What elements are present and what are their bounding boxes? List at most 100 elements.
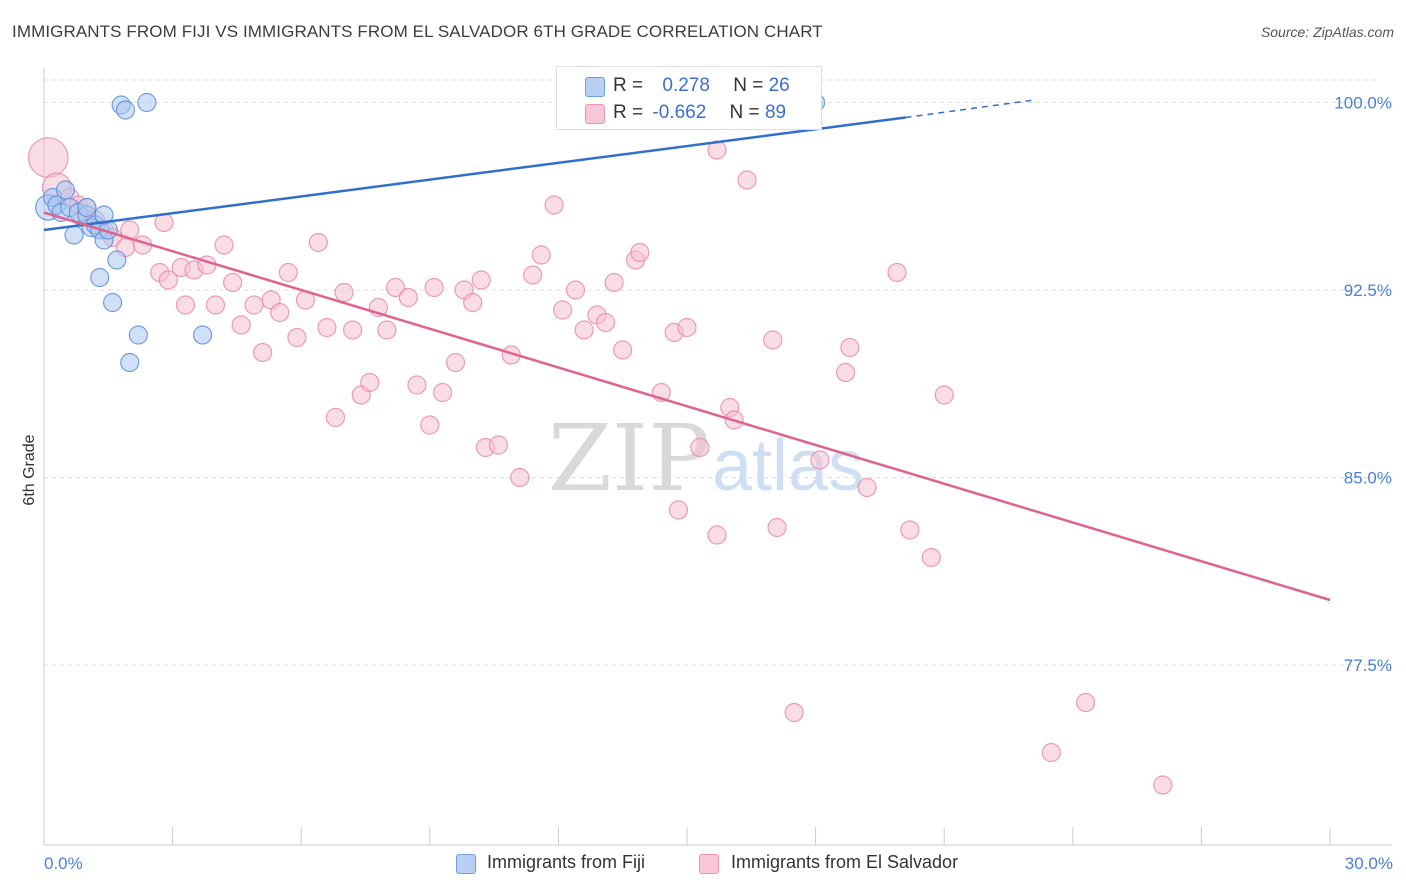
- elsalvador-point: [407, 375, 427, 395]
- fiji-point: [120, 352, 140, 373]
- fiji-point: [102, 292, 123, 313]
- elsalvador-point: [317, 317, 337, 338]
- elsalvador-point: [810, 450, 830, 470]
- fiji-swatch: [585, 77, 605, 97]
- grid-lines: [44, 79, 1380, 666]
- elsalvador-point: [223, 272, 243, 293]
- elsalvador-point: [784, 702, 804, 723]
- trend-lines: [43, 99, 1331, 602]
- bottom-legend-elsalvador: Immigrants from El Salvador: [731, 852, 959, 872]
- watermark: ZIP atlas: [548, 405, 864, 512]
- elsalvador-point: [270, 302, 290, 323]
- bottom-fiji-swatch: [456, 854, 476, 874]
- elsalvador-swatch: [585, 104, 605, 124]
- elsalvador-n-label: N =: [729, 102, 760, 123]
- fiji-trend-line: [43, 116, 906, 232]
- y-tick-labels: 77.5% 85.0% 92.5% 100.0%: [1334, 94, 1392, 676]
- y-tick-label: 85.0%: [1344, 469, 1392, 488]
- fiji-point: [55, 180, 76, 200]
- elsalvador-point: [630, 242, 650, 263]
- fiji-point: [94, 205, 114, 225]
- source-label: Source: ZipAtlas.com: [1260, 24, 1394, 40]
- elsalvador-point: [836, 362, 856, 383]
- elsalvador-point: [445, 352, 466, 373]
- x-tick-label-end: 30.0%: [1345, 854, 1393, 873]
- elsalvador-point: [668, 500, 689, 520]
- elsalvador-point: [308, 232, 328, 253]
- elsalvador-point: [244, 295, 264, 315]
- elsalvador-point: [278, 262, 298, 283]
- fiji-point: [193, 325, 213, 345]
- fiji-point: [64, 225, 84, 245]
- elsalvador-point: [471, 270, 491, 290]
- fiji-stats: R = 0.278 N = 26: [613, 75, 790, 97]
- fiji-n-label: N =: [733, 75, 764, 96]
- chart-title: IMMIGRANTS FROM FIJI VS IMMIGRANTS FROM …: [12, 22, 823, 41]
- fiji-point: [137, 92, 157, 113]
- elsalvador-point: [1041, 742, 1061, 763]
- elsalvador-point: [325, 407, 346, 428]
- elsalvador-point: [523, 265, 543, 285]
- y-tick-label: 77.5%: [1344, 656, 1392, 675]
- bottom-elsalvador-swatch: [699, 854, 719, 874]
- elsalvador-point: [900, 520, 920, 540]
- elsalvador-point: [463, 292, 483, 313]
- elsalvador-point: [690, 437, 710, 458]
- elsalvador-point: [488, 435, 508, 455]
- elsalvador-point: [921, 547, 941, 568]
- elsalvador-point: [205, 295, 226, 315]
- elsalvador-point: [857, 477, 877, 498]
- elsalvador-point: [677, 317, 697, 338]
- bottom-legend-fiji: Immigrants from Fiji: [487, 852, 646, 872]
- fiji-r-label: R =: [613, 75, 644, 96]
- elsalvador-point: [1076, 692, 1096, 713]
- y-tick-label: 92.5%: [1344, 281, 1392, 300]
- elsalvador-r-label: R =: [613, 102, 644, 123]
- elsalvador-point: [553, 300, 573, 320]
- elsalvador-point: [231, 315, 251, 335]
- elsalvador-point: [420, 415, 440, 435]
- elsalvador-point: [707, 525, 727, 545]
- elsalvador-point: [840, 337, 860, 358]
- elsalvador-point: [433, 382, 453, 403]
- elsalvador-point: [531, 245, 551, 265]
- elsalvador-point: [613, 340, 633, 360]
- elsalvador-point: [604, 272, 624, 293]
- elsalvador-point: [377, 320, 397, 340]
- elsalvador-point: [510, 467, 530, 488]
- y-tick-label: 100.0%: [1334, 94, 1392, 113]
- x-tick-labels: 0.0% 30.0%: [44, 854, 1393, 873]
- elsalvador-point: [595, 312, 616, 333]
- elsalvador-point: [1153, 775, 1173, 795]
- elsalvador-point: [934, 385, 954, 405]
- elsalvador-point: [424, 277, 444, 298]
- elsalvador-point: [385, 277, 406, 298]
- watermark-atlas: atlas: [712, 426, 864, 506]
- elsalvador-point: [214, 235, 234, 255]
- fiji-point: [128, 325, 148, 345]
- elsalvador-point: [334, 282, 354, 303]
- elsalvador-point: [343, 320, 363, 340]
- fiji-n-value: 26: [768, 75, 790, 96]
- elsalvador-point: [158, 270, 178, 290]
- elsalvador-point: [737, 170, 757, 190]
- elsalvador-r-value: -0.662: [652, 102, 707, 123]
- elsalvador-point: [360, 372, 380, 393]
- stats-legend: R = 0.278 N = 26 R = -0.662 N = 89: [556, 66, 822, 130]
- elsalvador-point: [767, 517, 787, 538]
- elsalvador-point: [398, 287, 418, 308]
- fiji-r-value: 0.278: [662, 75, 710, 96]
- elsalvador-stats: R = -0.662 N = 89: [613, 102, 786, 124]
- fiji-point: [77, 197, 97, 218]
- elsalvador-point: [253, 342, 273, 363]
- elsalvador-point: [175, 295, 196, 315]
- elsalvador-point: [27, 137, 69, 178]
- fiji-point: [107, 250, 127, 270]
- elsalvador-point: [887, 262, 907, 283]
- elsalvador-n-value: 89: [764, 102, 787, 123]
- watermark-zip: ZIP: [548, 405, 710, 512]
- elsalvador-point: [544, 195, 564, 215]
- elsalvador-point: [287, 327, 307, 348]
- elsalvador-point: [763, 330, 783, 350]
